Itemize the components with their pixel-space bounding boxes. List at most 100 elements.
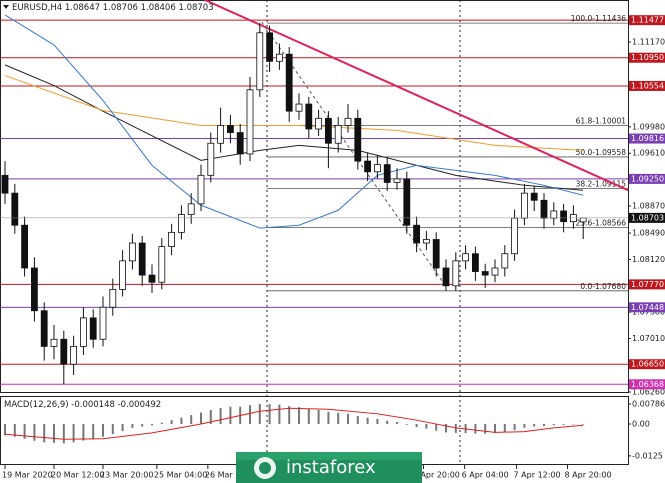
candle-body xyxy=(99,306,107,340)
level-label: 1.09816 xyxy=(631,134,664,143)
current-price-label: 1.08703 xyxy=(631,213,664,222)
macd-bar xyxy=(23,424,26,439)
macd-header: MACD(12,26,9) -0.000148 -0.000492 xyxy=(4,400,161,410)
macd-bar xyxy=(209,409,212,425)
candle-body xyxy=(40,310,48,347)
candle-body xyxy=(521,192,528,219)
macd-title: MACD(12,26,9) xyxy=(4,400,69,410)
macd-bar xyxy=(337,412,340,425)
close: 1.08703 xyxy=(178,3,213,13)
macd-bar xyxy=(327,411,330,425)
fib-label: 0.0-1.07680 xyxy=(580,282,626,291)
level-label: 1.07770 xyxy=(631,280,664,289)
macd-bar xyxy=(121,424,124,432)
candle-body xyxy=(471,253,479,272)
candle-body xyxy=(530,192,538,201)
candle-body xyxy=(217,125,225,144)
macd-bar xyxy=(405,424,408,425)
macd-bar xyxy=(102,424,104,437)
macd-signal xyxy=(4,407,584,440)
candle-body xyxy=(511,217,519,255)
level-label: 1.11477 xyxy=(631,16,664,25)
logo-band xyxy=(236,452,422,460)
macd-bar xyxy=(92,424,95,440)
macd-bar xyxy=(268,404,271,425)
fib-label: 100.0-1.11436 xyxy=(571,14,626,23)
y-tick-label: 1.09610 xyxy=(632,149,665,158)
level-label-box xyxy=(629,173,665,184)
macd-y-tick-label: 0.00 xyxy=(632,420,650,429)
macd-bar xyxy=(366,417,369,425)
fib-label: 61.8-1.10001 xyxy=(576,116,627,125)
candle-body xyxy=(364,160,372,173)
candle-body xyxy=(481,271,489,276)
macd-bar xyxy=(43,424,46,443)
candle-body xyxy=(324,117,332,144)
macd-bar xyxy=(356,415,359,425)
candle-body xyxy=(462,253,470,262)
candle-body xyxy=(373,164,381,173)
candle-body xyxy=(344,117,352,126)
candle-body xyxy=(168,231,176,248)
y-tick-label: 1.08120 xyxy=(632,255,665,264)
candle-body xyxy=(501,253,509,269)
candle-body xyxy=(246,89,254,155)
candle-body xyxy=(89,317,97,340)
candle-body xyxy=(256,32,264,91)
y-tick-label: 1.09980 xyxy=(632,122,665,131)
macd-bar xyxy=(62,424,65,444)
plot: 100.0-1.11436 61.8-1.10001 50.0-1.09558 38.… xyxy=(0,0,629,444)
macd-bar xyxy=(386,420,389,425)
macd-bar xyxy=(582,424,585,425)
level-label-box xyxy=(629,302,665,313)
logo-icon-inner xyxy=(259,462,271,474)
candle-body xyxy=(119,260,126,290)
level-label: 1.06368 xyxy=(631,380,664,389)
fib-label: 23.6-1.08566 xyxy=(576,219,627,228)
symbol: EURUSD,H4 xyxy=(12,3,62,13)
candle-body xyxy=(491,267,499,276)
candle-body xyxy=(236,132,244,155)
macd-bar xyxy=(445,424,447,433)
macd-bar xyxy=(307,408,310,425)
macd-bar xyxy=(533,424,536,427)
candle-body xyxy=(158,246,166,283)
open: 1.08647 xyxy=(65,3,100,13)
macd-bar xyxy=(141,424,144,427)
candle-body xyxy=(432,239,440,269)
fib-label: 38.2-1.09115 xyxy=(576,180,627,189)
macd-bar xyxy=(454,424,457,433)
macd-bar xyxy=(53,424,55,443)
macd-value: -0.000148 xyxy=(71,400,115,410)
macd-bar xyxy=(4,424,6,436)
macd-bar xyxy=(219,407,222,425)
level-label-box xyxy=(629,15,665,26)
candle-body xyxy=(403,178,411,226)
macd-bar xyxy=(82,424,85,441)
trendline xyxy=(204,0,629,192)
macd-bar xyxy=(474,424,477,434)
candle-body xyxy=(579,217,587,223)
candle-body xyxy=(187,203,195,215)
x-tick-label: 7 Apr 12:00 xyxy=(514,471,561,480)
macd-bar xyxy=(200,412,202,425)
x-tick-label: 20 Mar 12:00 xyxy=(51,471,104,480)
fib-label: 50.0-1.09558 xyxy=(576,148,627,157)
level-label-box xyxy=(629,379,665,390)
macd-bar xyxy=(513,424,516,431)
level-label-box xyxy=(629,133,665,144)
candle-body xyxy=(128,242,136,262)
level-label-box xyxy=(629,279,665,290)
macd-bar xyxy=(484,424,487,434)
macd-bar xyxy=(552,424,555,426)
macd-bar xyxy=(160,422,163,425)
macd-bar xyxy=(111,424,114,435)
candle-body xyxy=(560,210,567,223)
macd-bar xyxy=(151,424,153,426)
level-label-box xyxy=(629,52,665,63)
candle-body xyxy=(540,199,548,219)
macd-bar xyxy=(543,424,545,427)
macd-bar xyxy=(13,424,16,437)
candle-body xyxy=(285,53,293,112)
